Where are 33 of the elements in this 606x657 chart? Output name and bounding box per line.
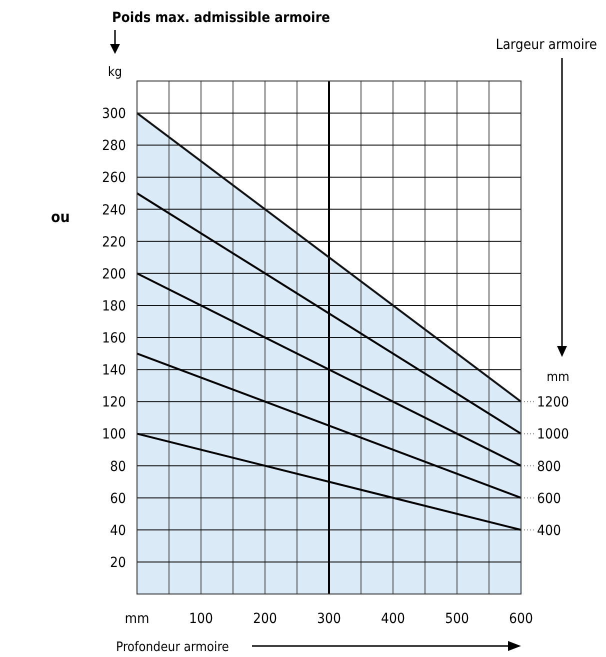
- x-tick-label: 200: [252, 611, 278, 627]
- y-tick-label: 100: [102, 426, 126, 443]
- y-tick-label: 220: [102, 234, 126, 250]
- y-tick-label: 20: [110, 554, 126, 571]
- series-label: 400: [537, 522, 562, 539]
- chart-title: Poids max. admissible armoire: [112, 10, 330, 26]
- y-tick-label: 300: [102, 106, 126, 122]
- x-tick-label: 100: [188, 611, 214, 627]
- y-tick-label: 40: [110, 522, 126, 539]
- text: Largeur armoire: [496, 37, 598, 53]
- y-tick-label: 260: [102, 170, 126, 186]
- y-tick-label: 140: [102, 362, 126, 379]
- y-tick-label: 120: [102, 394, 126, 411]
- x-tick-label: 300: [316, 611, 342, 627]
- x-tick-label: 400: [380, 611, 406, 627]
- text: ou: [51, 208, 70, 226]
- y-tick-label: 180: [102, 298, 126, 314]
- series-label: 1000: [537, 426, 570, 443]
- series-label: 600: [537, 490, 562, 507]
- series-label: 800: [537, 458, 562, 475]
- y-tick-label: 160: [102, 330, 126, 346]
- y-tick-label: 200: [102, 266, 126, 282]
- y-axis-title: kg: [108, 65, 122, 80]
- y-tick-label: 80: [110, 458, 126, 475]
- series-label: 1200: [537, 394, 570, 411]
- x-tick-label: 500: [444, 611, 470, 627]
- x-tick-label: 600: [508, 611, 534, 627]
- y-tick-label: 60: [110, 490, 126, 507]
- y-tick-label: 240: [102, 202, 126, 218]
- x-axis-title: Profondeur armoire: [116, 640, 229, 655]
- text: mm: [546, 370, 570, 385]
- y-tick-label: 280: [102, 138, 126, 154]
- x-tick-label: mm: [124, 611, 150, 627]
